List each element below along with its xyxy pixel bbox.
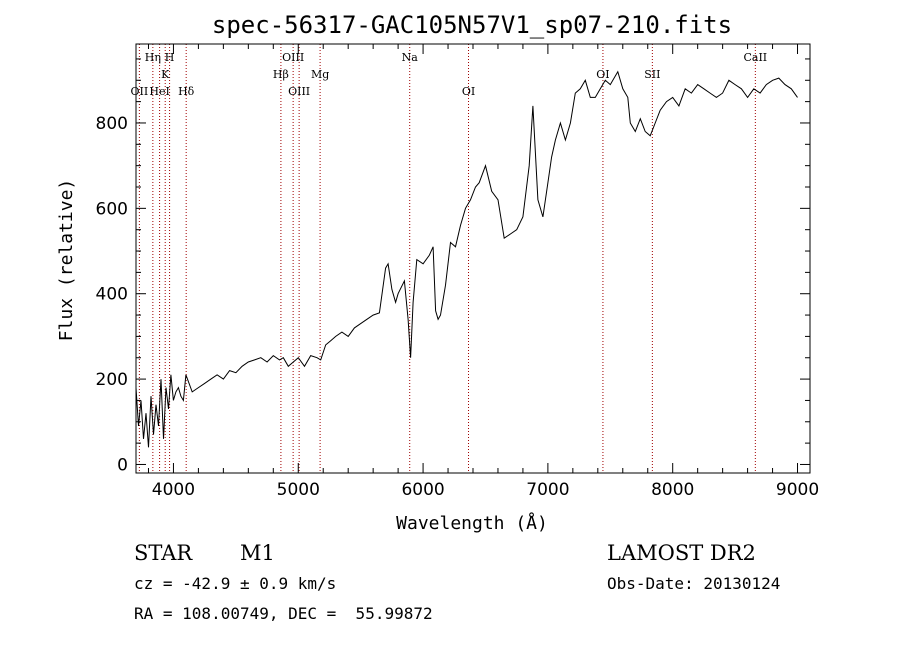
spectral-line-label: OII bbox=[131, 85, 149, 98]
y-tick-label: 0 bbox=[117, 455, 128, 475]
spectral-line-label: Hβ bbox=[273, 68, 289, 81]
spectral-line-label: K bbox=[161, 68, 170, 81]
spectral-line-label: OIII bbox=[288, 85, 310, 98]
x-tick-label: 5000 bbox=[277, 480, 320, 500]
spectral-line-label: Na bbox=[402, 51, 419, 64]
x-tick-label: 8000 bbox=[651, 480, 694, 500]
object-class: STAR bbox=[134, 541, 193, 565]
y-tick-label: 200 bbox=[96, 370, 128, 390]
x-axis-label: Wavelength (Å) bbox=[396, 512, 548, 534]
y-tick-label: 400 bbox=[96, 285, 128, 305]
y-axis-label: Flux (relative) bbox=[56, 179, 77, 342]
spectral-line-label: OI bbox=[462, 85, 475, 98]
y-axis-ticks: 0 200 400 600 800 bbox=[96, 58, 810, 475]
spectral-line-label: Hδ bbox=[178, 85, 195, 98]
spectral-line-label: H bbox=[165, 51, 175, 64]
y-tick-label: 800 bbox=[96, 114, 128, 134]
spectral-line-label: HeI bbox=[149, 85, 169, 98]
spectral-line-label: SII bbox=[644, 68, 660, 81]
x-tick-label: 6000 bbox=[401, 480, 444, 500]
spectral-line-label: OI bbox=[596, 68, 609, 81]
obs-date: Obs-Date: 20130124 bbox=[607, 574, 780, 593]
spectral-line-label: Hη bbox=[145, 51, 161, 64]
chart-title: spec-56317-GAC105N57V1_sp07-210.fits bbox=[212, 11, 732, 39]
y-tick-label: 600 bbox=[96, 199, 128, 219]
survey-name: LAMOST DR2 bbox=[607, 541, 756, 565]
x-tick-label: 9000 bbox=[776, 480, 819, 500]
spectral-line-markers bbox=[138, 44, 756, 473]
x-tick-label: 7000 bbox=[526, 480, 569, 500]
coordinates: RA = 108.00749, DEC = 55.99872 bbox=[134, 604, 433, 623]
redshift-text: cz = -42.9 ± 0.9 km/s bbox=[134, 574, 336, 593]
plot-frame bbox=[135, 43, 811, 474]
x-tick-label: 4000 bbox=[152, 480, 195, 500]
x-axis-ticks: 4000 5000 6000 7000 8000 9000 bbox=[147, 44, 819, 500]
spectral-line-label: Mg bbox=[311, 68, 329, 81]
spectral-line-label: CaII bbox=[743, 51, 767, 64]
spectral-line-label: OIII bbox=[282, 51, 304, 64]
spectrum-line bbox=[135, 70, 798, 448]
object-subclass: M1 bbox=[240, 541, 275, 565]
